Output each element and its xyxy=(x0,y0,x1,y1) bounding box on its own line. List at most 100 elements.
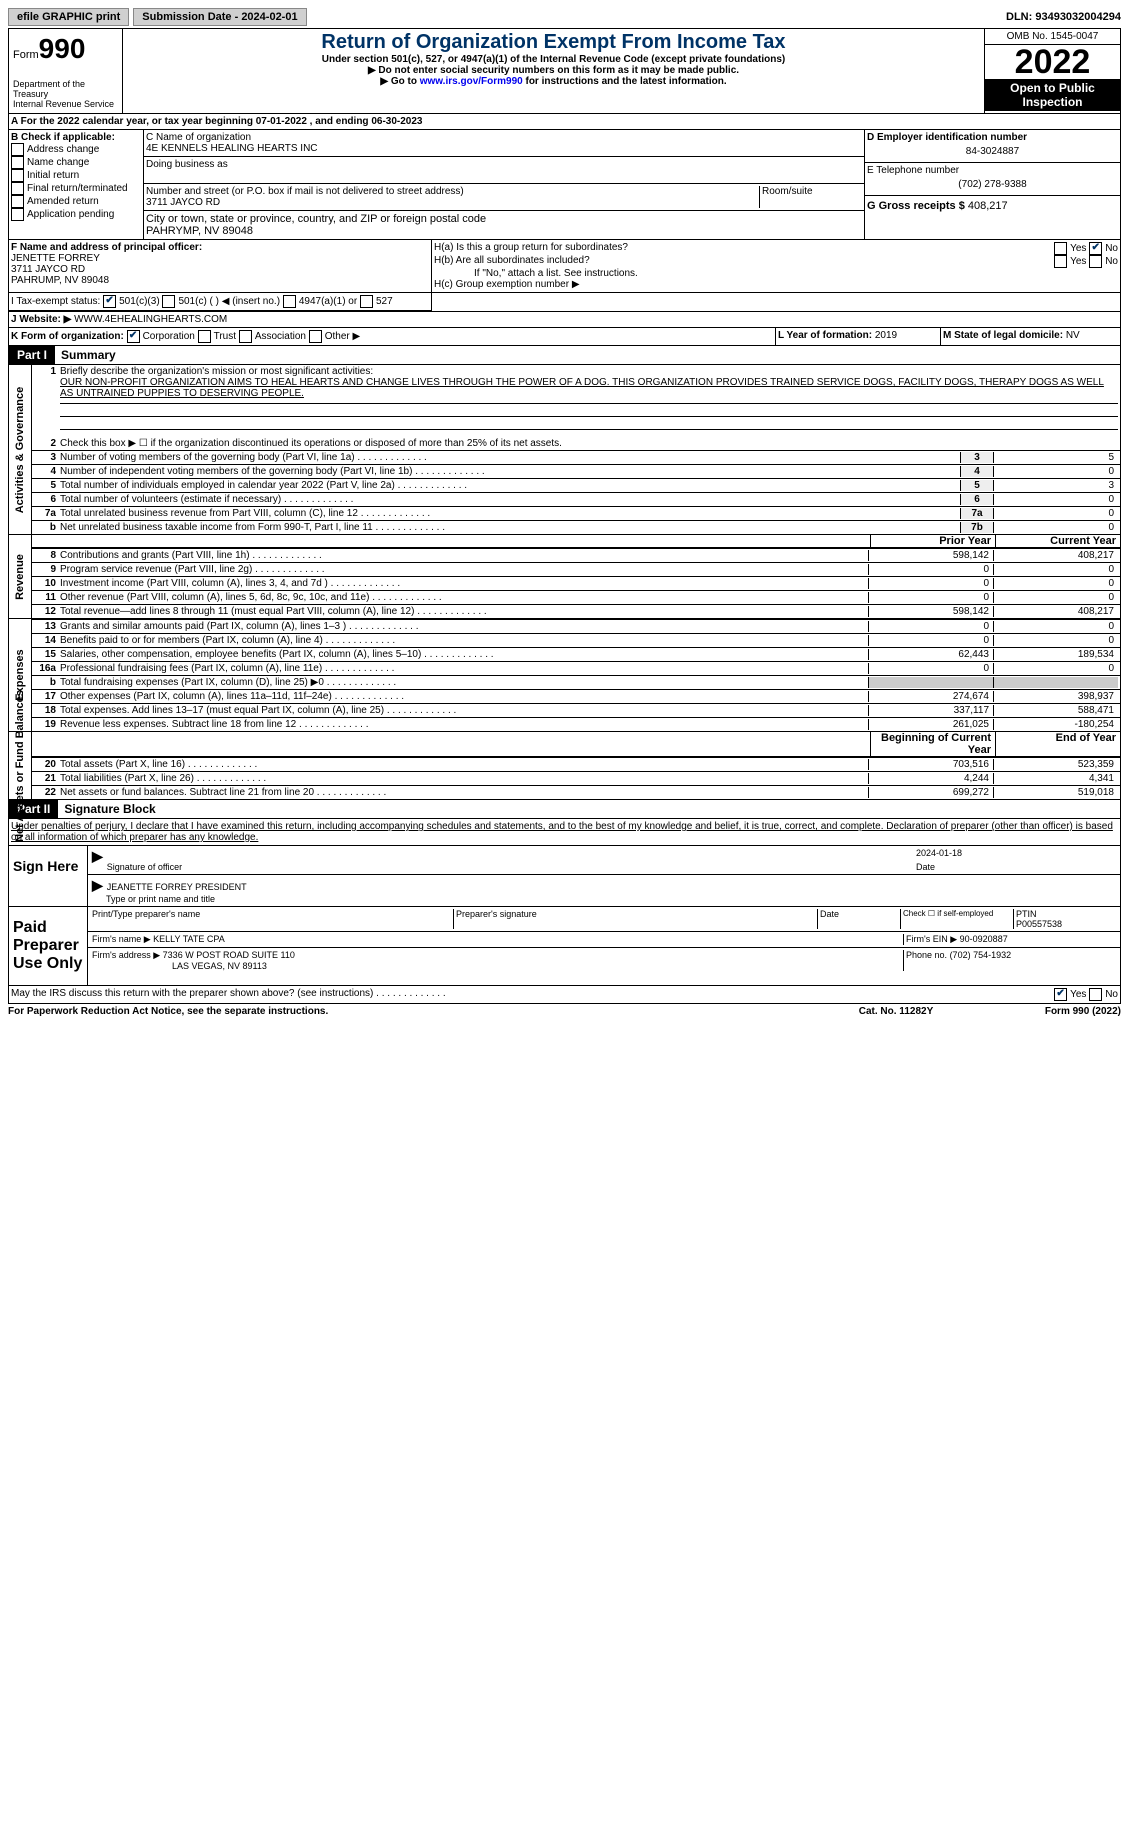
year-formation: 2019 xyxy=(875,330,897,341)
room-suite-label: Room/suite xyxy=(759,186,862,208)
l2-text: Check this box ▶ ☐ if the organization d… xyxy=(60,438,1118,449)
i-label: I Tax-exempt status: xyxy=(11,296,100,307)
chk-application-pending[interactable] xyxy=(11,208,24,221)
chk-hb-no[interactable] xyxy=(1089,255,1102,268)
mission-text: OUR NON-PROFIT ORGANIZATION AIMS TO HEAL… xyxy=(60,377,1104,399)
chk-trust[interactable] xyxy=(198,330,211,343)
chk-assoc[interactable] xyxy=(239,330,252,343)
city-label: City or town, state or province, country… xyxy=(146,213,862,225)
na-label: Net Assets or Fund Balances xyxy=(14,690,26,842)
form-header: Form990 Department of the Treasury Inter… xyxy=(8,28,1121,114)
footer-right: Form 990 (2022) xyxy=(971,1006,1121,1017)
firm-addr2: LAS VEGAS, NV 89113 xyxy=(92,961,267,971)
chk-address-change[interactable] xyxy=(11,143,24,156)
k-label: K Form of organization: xyxy=(11,331,124,342)
f-label: F Name and address of principal officer: xyxy=(11,242,202,253)
chk-initial-return[interactable] xyxy=(11,169,24,182)
prep-sig-label: Preparer's signature xyxy=(453,909,817,929)
revenue: Revenue Prior YearCurrent Year 8Contribu… xyxy=(8,535,1121,619)
tax-year: 2022 xyxy=(985,45,1120,79)
efile-label: efile GRAPHIC print xyxy=(8,8,129,26)
part1-title: Summary xyxy=(55,348,116,362)
form-number: 990 xyxy=(39,33,86,64)
chk-discuss-no[interactable] xyxy=(1089,988,1102,1001)
hb-note: If "No," attach a list. See instructions… xyxy=(434,268,1118,279)
irs-link[interactable]: www.irs.gov/Form990 xyxy=(420,76,523,87)
sig-date: 2024-01-18 xyxy=(916,848,1116,862)
chk-other[interactable] xyxy=(309,330,322,343)
row-f-h: F Name and address of principal officer:… xyxy=(8,240,1121,293)
end-year-hdr: End of Year xyxy=(996,732,1120,756)
sign-here-label: Sign Here xyxy=(9,846,88,906)
row-a: A For the 2022 calendar year, or tax yea… xyxy=(8,114,1121,130)
date-label: Date xyxy=(916,862,935,872)
firm-addr1: 7336 W POST ROAD SUITE 110 xyxy=(163,950,295,960)
phone-label: Phone no. xyxy=(906,950,947,960)
firm-name-label: Firm's name ▶ xyxy=(92,934,151,944)
firm-ein: 90-0920887 xyxy=(960,934,1008,944)
chk-ha-no[interactable]: ✔ xyxy=(1089,242,1102,255)
activities-governance: Activities & Governance 1Briefly describ… xyxy=(8,365,1121,535)
col-d: D Employer identification number 84-3024… xyxy=(864,130,1120,239)
chk-4947[interactable] xyxy=(283,295,296,308)
ptin-label: PTIN xyxy=(1016,909,1037,919)
telephone: (702) 278-9388 xyxy=(867,176,1118,193)
discuss-row: May the IRS discuss this return with the… xyxy=(8,986,1121,1004)
chk-corp[interactable]: ✔ xyxy=(127,330,140,343)
chk-name-change[interactable] xyxy=(11,156,24,169)
firm-ein-label: Firm's EIN ▶ xyxy=(906,934,957,944)
chk-501c3[interactable]: ✔ xyxy=(103,295,116,308)
col-b: B Check if applicable: Address change Na… xyxy=(9,130,144,239)
ptin: P00557538 xyxy=(1016,919,1062,929)
l-label: L Year of formation: xyxy=(778,330,872,341)
officer-name: JENETTE FORREY xyxy=(11,253,100,264)
discuss-text: May the IRS discuss this return with the… xyxy=(11,988,1054,1001)
paid-preparer-block: Paid Preparer Use Only Print/Type prepar… xyxy=(8,907,1121,986)
m-label: M State of legal domicile: xyxy=(943,330,1063,341)
irs-label: Internal Revenue Service xyxy=(13,99,118,109)
firm-phone: (702) 754-1932 xyxy=(950,950,1012,960)
chk-discuss-yes[interactable]: ✔ xyxy=(1054,988,1067,1001)
chk-hb-yes[interactable] xyxy=(1054,255,1067,268)
chk-amended[interactable] xyxy=(11,195,24,208)
current-year-hdr: Current Year xyxy=(996,535,1120,547)
dept-treasury: Department of the Treasury xyxy=(13,79,118,99)
chk-501c[interactable] xyxy=(162,295,175,308)
chk-ha-yes[interactable] xyxy=(1054,242,1067,255)
c-name-label: C Name of organization xyxy=(146,132,862,143)
form-sub1: Under section 501(c), 527, or 4947(a)(1)… xyxy=(127,54,980,65)
tel-label: E Telephone number xyxy=(867,165,1118,176)
part2-title: Signature Block xyxy=(58,802,155,816)
officer-print-name: JEANETTE FORREY PRESIDENT xyxy=(107,882,247,892)
org-name: 4E KENNELS HEALING HEARTS INC xyxy=(146,143,862,154)
gross-receipts: 408,217 xyxy=(968,200,1008,212)
website: WWW.4EHEALINGHEARTS.COM xyxy=(74,314,227,325)
gross-label: G Gross receipts $ xyxy=(867,200,965,212)
prior-year-hdr: Prior Year xyxy=(870,535,996,547)
chk-527[interactable] xyxy=(360,295,373,308)
section-b-to-g: B Check if applicable: Address change Na… xyxy=(8,130,1121,240)
form-sub2: ▶ Do not enter social security numbers o… xyxy=(127,65,980,76)
part1-header: Part I xyxy=(9,346,55,364)
ein-label: D Employer identification number xyxy=(867,132,1118,143)
type-print-label: Type or print name and title xyxy=(92,894,215,904)
footer-left: For Paperwork Reduction Act Notice, see … xyxy=(8,1006,821,1017)
sign-here-block: Sign Here ▶Signature of officer2024-01-1… xyxy=(8,846,1121,907)
firm-addr-label: Firm's address ▶ xyxy=(92,950,160,960)
state-domicile: NV xyxy=(1066,330,1080,341)
prep-date-label: Date xyxy=(817,909,900,929)
top-bar: efile GRAPHIC print Submission Date - 20… xyxy=(8,8,1121,26)
ag-label: Activities & Governance xyxy=(14,386,26,513)
city-state-zip: PAHRYMP, NV 89048 xyxy=(146,225,862,237)
row-i-j: I Tax-exempt status: ✔501(c)(3) 501(c) (… xyxy=(8,293,1121,312)
hc-label: H(c) Group exemption number ▶ xyxy=(434,279,1118,290)
net-assets: Net Assets or Fund Balances Beginning of… xyxy=(8,732,1121,800)
footer-mid: Cat. No. 11282Y xyxy=(821,1006,971,1017)
addr-label: Number and street (or P.O. box if mail i… xyxy=(146,186,759,197)
submission-date: Submission Date - 2024-02-01 xyxy=(133,8,306,26)
chk-final-return[interactable] xyxy=(11,182,24,195)
row-k-l-m: K Form of organization: ✔Corporation Tru… xyxy=(8,328,1121,346)
beg-year-hdr: Beginning of Current Year xyxy=(870,732,996,756)
declaration: Under penalties of perjury, I declare th… xyxy=(8,819,1121,846)
ein: 84-3024887 xyxy=(867,143,1118,160)
